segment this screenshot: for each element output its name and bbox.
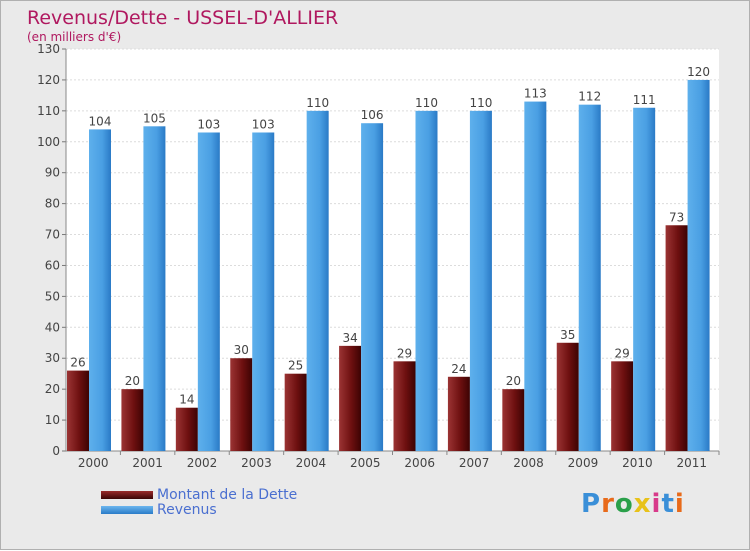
y-tick-label: 10 <box>45 413 60 427</box>
logo-letter: t <box>661 489 675 519</box>
legend-label-revenus: Revenus <box>157 501 217 518</box>
bar-revenus <box>633 107 656 451</box>
data-label: 110 <box>469 96 492 110</box>
bar-revenus <box>469 110 492 451</box>
y-tick-label: 20 <box>45 382 60 396</box>
data-label: 113 <box>524 87 547 101</box>
bar-dette <box>67 370 89 451</box>
x-tick-label: 2008 <box>513 456 544 470</box>
chart-subtitle: (en milliers d'€) <box>27 30 122 44</box>
x-tick-label: 2000 <box>78 456 109 470</box>
y-tick-label: 50 <box>45 289 60 303</box>
bar-dette <box>665 225 688 451</box>
bar-dette <box>556 342 579 451</box>
plot-area <box>66 49 719 451</box>
legend-swatch-dette <box>101 490 153 499</box>
bar-dette <box>502 389 525 451</box>
legend-item-revenus: Revenus <box>101 502 297 517</box>
data-label: 106 <box>361 108 384 122</box>
x-tick-label: 2005 <box>350 456 381 470</box>
y-tick-label: 100 <box>37 135 60 149</box>
bar-revenus <box>89 129 111 451</box>
logo-letter: o <box>614 489 634 519</box>
bar-dette <box>447 376 470 451</box>
y-tick-label: 60 <box>45 258 60 272</box>
y-tick-label: 70 <box>45 228 60 242</box>
x-tick-label: 2011 <box>677 456 708 470</box>
legend: Montant de la Dette Revenus <box>101 487 297 517</box>
bar-revenus <box>415 110 438 451</box>
bar-revenus <box>361 123 384 451</box>
bar-revenus <box>687 79 710 451</box>
bar-dette <box>284 373 307 451</box>
logo-letter: P <box>581 489 602 519</box>
data-label: 104 <box>89 114 112 128</box>
data-label: 20 <box>506 374 521 388</box>
data-label: 112 <box>578 90 601 104</box>
y-tick-label: 0 <box>52 444 60 458</box>
bar-dette <box>230 358 253 451</box>
data-label: 110 <box>306 96 329 110</box>
data-label: 34 <box>342 331 357 345</box>
bar-dette <box>175 407 198 451</box>
data-label: 120 <box>687 65 710 79</box>
logo-letter: r <box>601 489 615 519</box>
bar-revenus <box>252 132 275 451</box>
data-label: 26 <box>70 356 85 370</box>
logo-letter: i <box>674 489 685 519</box>
y-tick-label: 130 <box>37 42 60 56</box>
legend-item-dette: Montant de la Dette <box>101 487 297 502</box>
data-label: 25 <box>288 359 303 373</box>
data-label: 103 <box>252 117 275 131</box>
x-tick-label: 2009 <box>568 456 599 470</box>
logo-letter: x <box>633 489 652 519</box>
bar-revenus <box>143 126 166 452</box>
data-label: 29 <box>615 346 630 360</box>
x-tick-label: 2003 <box>241 456 272 470</box>
data-label: 20 <box>125 374 140 388</box>
y-tick-label: 120 <box>37 73 60 87</box>
x-tick-label: 2007 <box>459 456 490 470</box>
x-tick-label: 2001 <box>132 456 163 470</box>
chart-title: Revenus/Dette - USSEL-D'ALLIER <box>27 7 339 29</box>
bar-dette <box>393 361 416 451</box>
data-label: 110 <box>415 96 438 110</box>
bar-dette <box>611 361 634 451</box>
legend-label-dette: Montant de la Dette <box>157 486 298 503</box>
bar-revenus <box>524 101 547 452</box>
data-label: 24 <box>451 362 466 376</box>
y-tick-label: 90 <box>45 166 60 180</box>
y-tick-label: 30 <box>45 351 60 365</box>
data-label: 105 <box>143 111 166 125</box>
x-tick-label: 2004 <box>296 456 327 470</box>
data-label: 29 <box>397 346 412 360</box>
data-label: 30 <box>234 343 249 357</box>
y-tick-label: 40 <box>45 320 60 334</box>
x-tick-label: 2010 <box>622 456 653 470</box>
data-label: 73 <box>669 210 684 224</box>
bar-revenus <box>306 110 329 451</box>
x-tick-label: 2002 <box>187 456 218 470</box>
proxiti-logo: Proxiti <box>581 489 685 519</box>
y-tick-label: 80 <box>45 197 60 211</box>
logo-letter: i <box>651 489 662 519</box>
y-tick-label: 110 <box>37 104 60 118</box>
data-label: 35 <box>560 328 575 342</box>
data-label: 103 <box>197 117 220 131</box>
bar-revenus <box>578 104 601 452</box>
data-label: 14 <box>179 393 194 407</box>
legend-swatch-revenus <box>101 505 153 514</box>
x-tick-label: 2006 <box>404 456 435 470</box>
bar-dette <box>121 389 144 451</box>
bar-revenus <box>197 132 220 451</box>
data-label: 111 <box>633 93 656 107</box>
bar-dette <box>339 345 362 451</box>
